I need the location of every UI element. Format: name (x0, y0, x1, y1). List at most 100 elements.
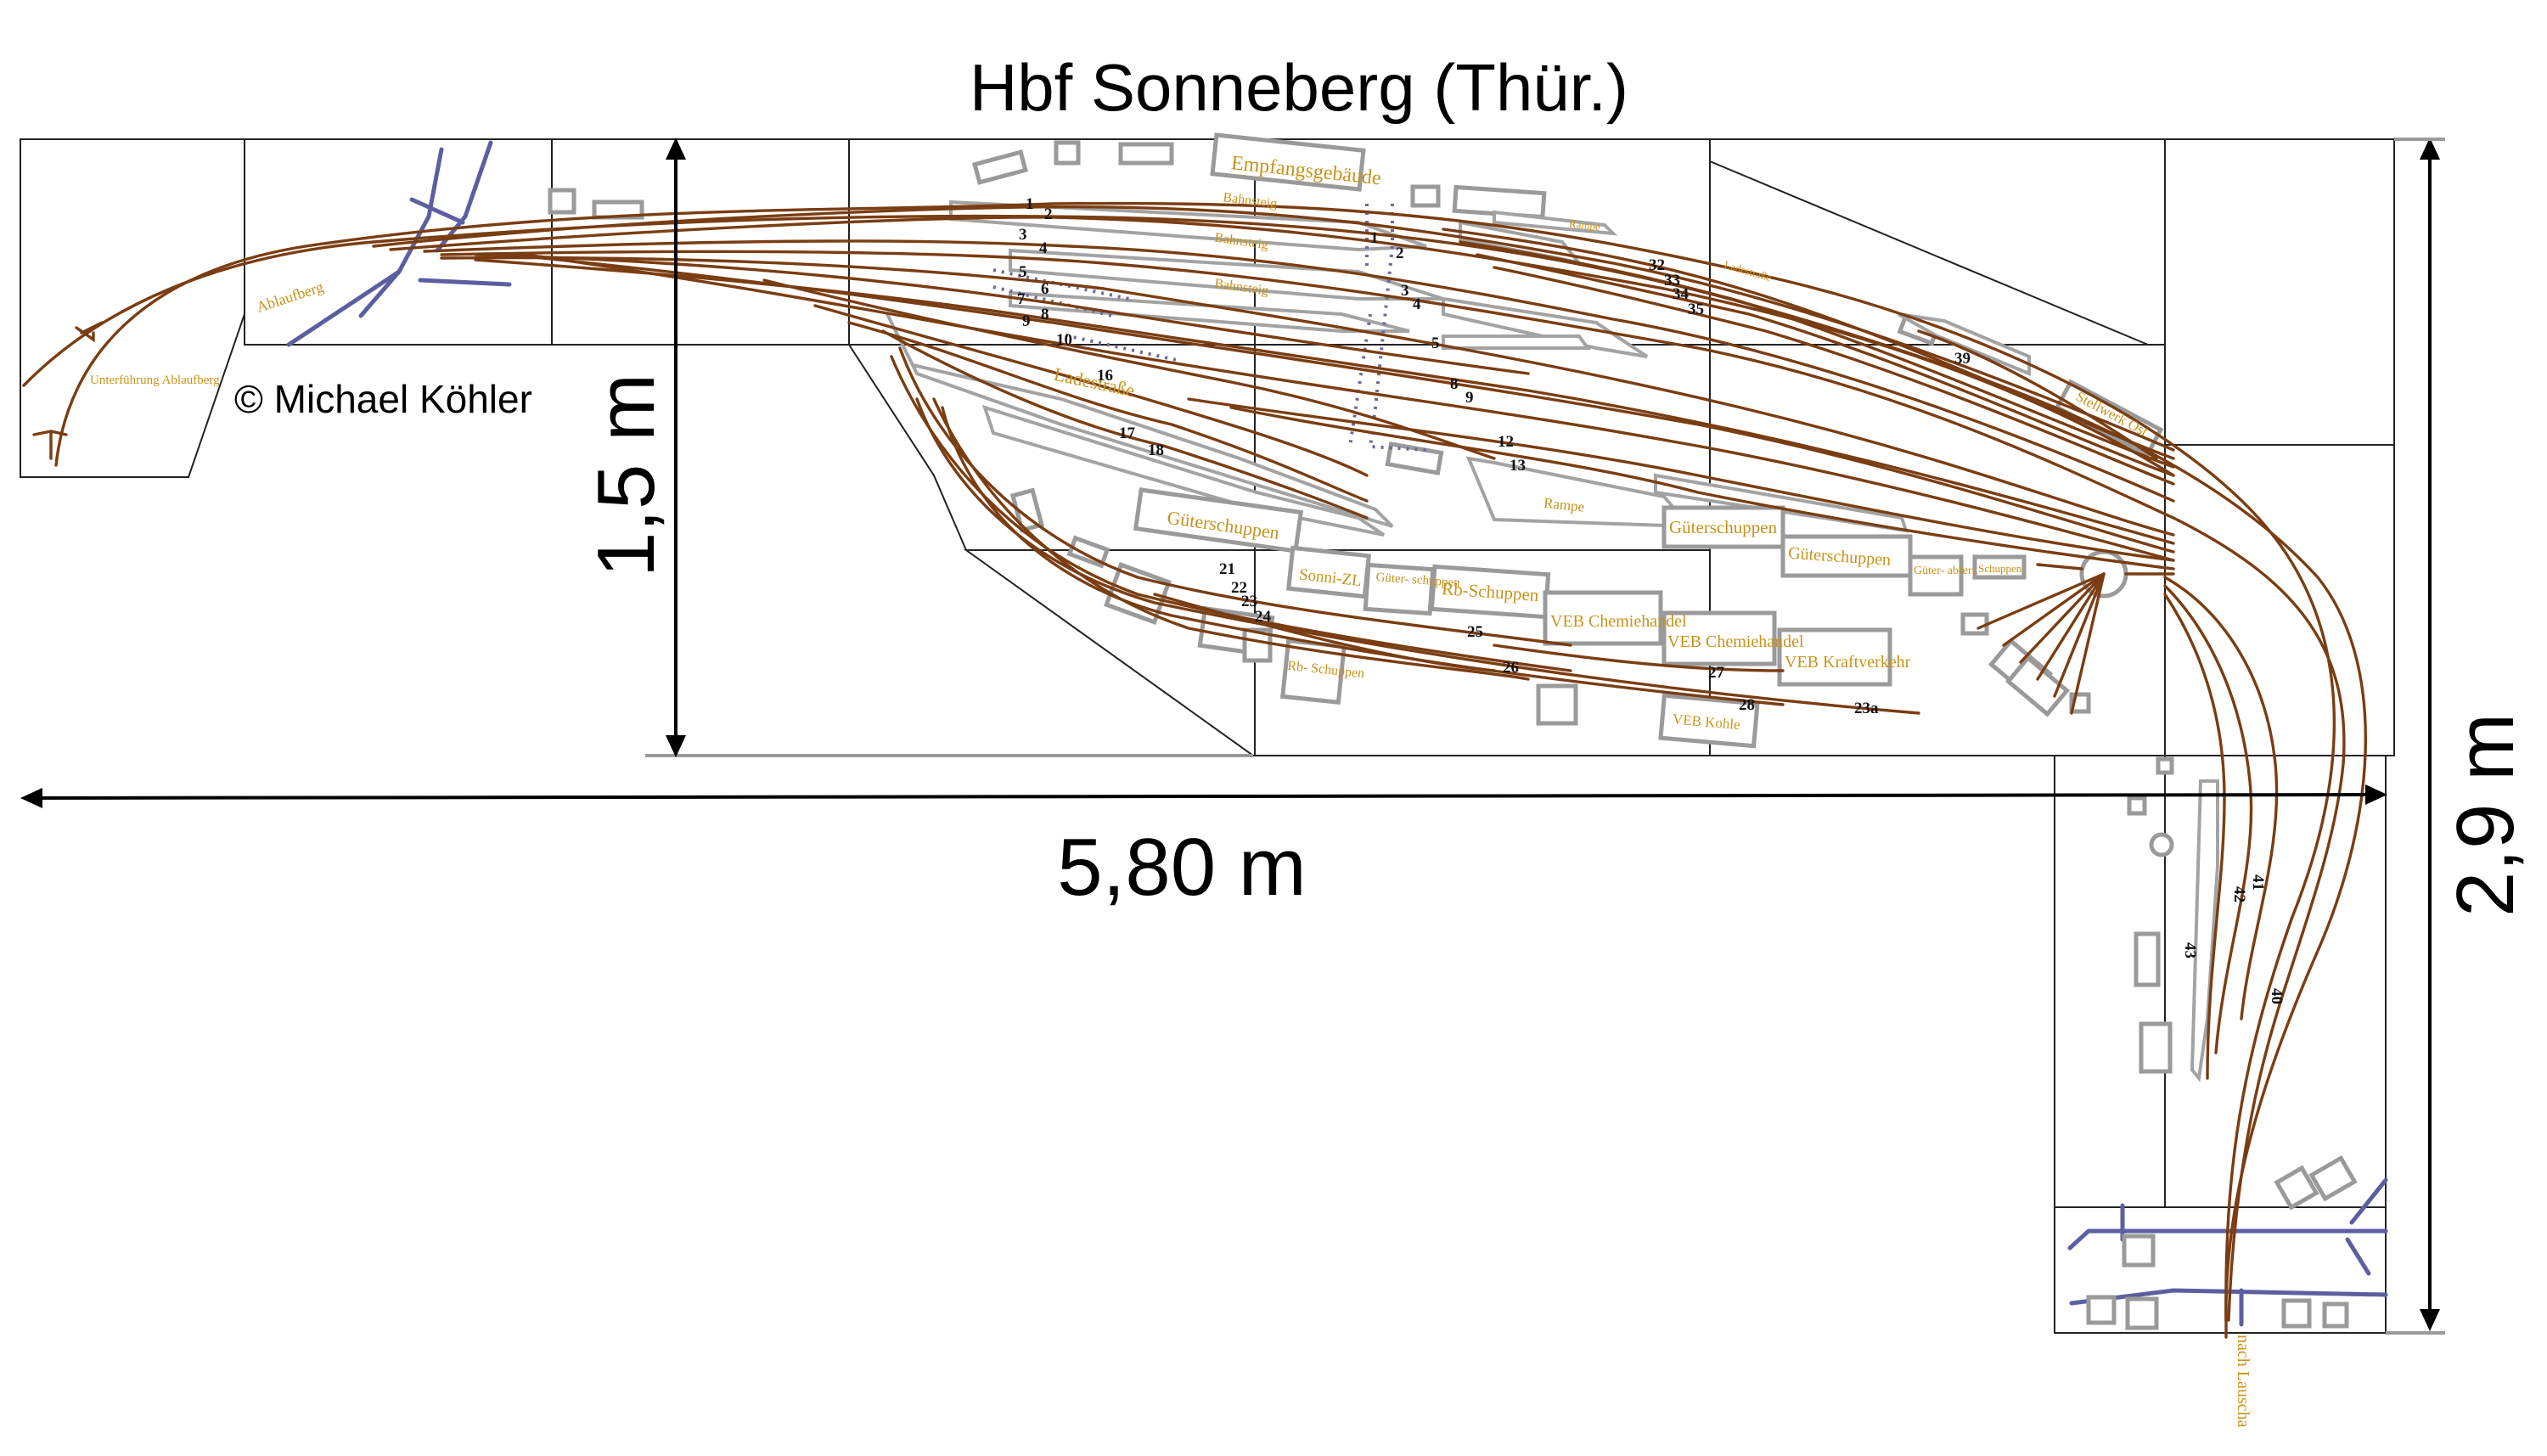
building-l-8 (2122, 1234, 2156, 1268)
building-l-12 (2322, 1301, 2349, 1329)
length-arrow-line (30, 793, 2378, 800)
label-veb-chemie-1: VEB Chemiehandel (1550, 612, 1687, 631)
board-module-8 (2164, 138, 2395, 446)
track-lok-4 (2053, 572, 2106, 698)
building-l-4 (2134, 931, 2161, 987)
track-12 (1187, 397, 2175, 562)
length-label: 5,80 m (1057, 822, 1306, 913)
dots-6 (1368, 204, 1427, 452)
track-number: 23 (1241, 593, 1257, 610)
building-l-9 (2086, 1295, 2117, 1325)
track-number: 21 (1219, 560, 1235, 578)
dimension-height: 2,9 m (2386, 138, 2531, 1335)
track-39 (1917, 329, 2158, 460)
track-number: 2 (1044, 205, 1053, 223)
track-34 (1476, 253, 2175, 477)
track-40 (2172, 516, 2346, 1322)
building-guetersch-3 (1780, 534, 1913, 578)
track-42 (2163, 584, 2253, 1054)
building-gueterabfert (1908, 554, 1964, 597)
building-l-10 (2125, 1296, 2159, 1330)
track-number: 18 (1148, 441, 1164, 459)
track-number: 22 (1231, 579, 1247, 597)
board-module-9 (2164, 444, 2395, 756)
track-16 (813, 304, 1369, 477)
track-18 (881, 329, 1369, 520)
building-small-14 (1385, 441, 1444, 475)
track-number: 27 (1708, 664, 1725, 682)
track-number: 24 (1255, 608, 1272, 626)
track-number: 35 (1688, 301, 1704, 318)
track-number: 8 (1450, 375, 1459, 393)
track-number: 26 (1503, 659, 1519, 677)
depth-arrow-bottom (666, 735, 686, 757)
track-3 (423, 239, 2175, 503)
track-number: 28 (1739, 696, 1755, 714)
track-number: 6 (1041, 280, 1049, 298)
building-small-10 (1242, 627, 1273, 663)
building-small-2 (1054, 140, 1081, 166)
track-number: 41 (2249, 874, 2267, 891)
label-schuppen: Schuppen (1978, 562, 2022, 575)
track-8 (508, 253, 2175, 554)
track-5 (440, 256, 2175, 537)
track-number: 25 (1467, 623, 1483, 641)
length-arrow-left (20, 788, 42, 808)
track-21 (898, 346, 1572, 647)
building-l-11 (2281, 1298, 2312, 1329)
track-number: 16 (1097, 367, 1113, 385)
height-label: 2,9 m (2440, 713, 2531, 917)
label-ladestrasse-1: Ladestraße (1052, 363, 1137, 402)
track-number: 9 (1465, 389, 1474, 407)
building-schuppen (1972, 554, 2027, 580)
depth-arrow-top (666, 138, 686, 160)
road-3 (409, 197, 465, 225)
track-number: 13 (1510, 457, 1526, 475)
building-small-16 (1960, 612, 1989, 636)
building-veb-chemie-1 (1543, 590, 1663, 646)
building-small-13 (1009, 487, 1045, 533)
platform-kleine (1442, 334, 1591, 350)
platform-lade-2 (981, 404, 1386, 537)
track-2 (389, 216, 2175, 477)
structures (548, 132, 2358, 1330)
track-9 (525, 253, 2175, 562)
platform-6 (1493, 210, 1618, 236)
track-number: 12 (1498, 433, 1514, 451)
label-bahnsteig-1: Bahnsteig (1223, 190, 1279, 211)
building-l-2 (2127, 795, 2147, 816)
track-number: 7 (1017, 290, 1026, 308)
track-lok-7 (2036, 563, 2083, 571)
track-number: 32 (1649, 256, 1665, 274)
board-module-12 (2054, 1206, 2387, 1334)
height-arrow-bottom (2420, 1309, 2440, 1331)
road-1 (286, 147, 444, 347)
dimension-depth: 1,5 m (581, 138, 1253, 757)
building-veb-chemie-2 (1661, 610, 1777, 666)
building-guetersch-2 (1661, 505, 1785, 549)
dots-2 (992, 285, 1113, 318)
height-arrow-top (2420, 138, 2440, 160)
label-rampe-2: Rampe (1568, 217, 1600, 233)
track-43 (2163, 593, 2226, 1080)
building-l-1 (2156, 756, 2174, 775)
building-veb-kohle (1658, 693, 1760, 749)
building-small-8 (1536, 683, 1578, 726)
board-diag-6 (1709, 160, 2149, 346)
track-33 (1459, 240, 2175, 469)
track-27 (1493, 644, 1785, 672)
label-ladestrasse-2: Ladestraße (1723, 258, 1773, 284)
track-number: 1 (1026, 195, 1034, 213)
track-number: 33 (1664, 272, 1680, 290)
building-veb-kraft (1777, 627, 1892, 687)
track-number: 3 (1019, 226, 1027, 244)
track-25 (932, 397, 1530, 681)
road-10 (2345, 1237, 2371, 1276)
track-number: 23a (1854, 700, 1879, 717)
building-small-6 (548, 188, 576, 215)
building-l-6 (2274, 1165, 2319, 1211)
length-arrow-right (2365, 784, 2387, 805)
track-number: 9 (1022, 312, 1031, 330)
track-32 (1442, 228, 2175, 460)
